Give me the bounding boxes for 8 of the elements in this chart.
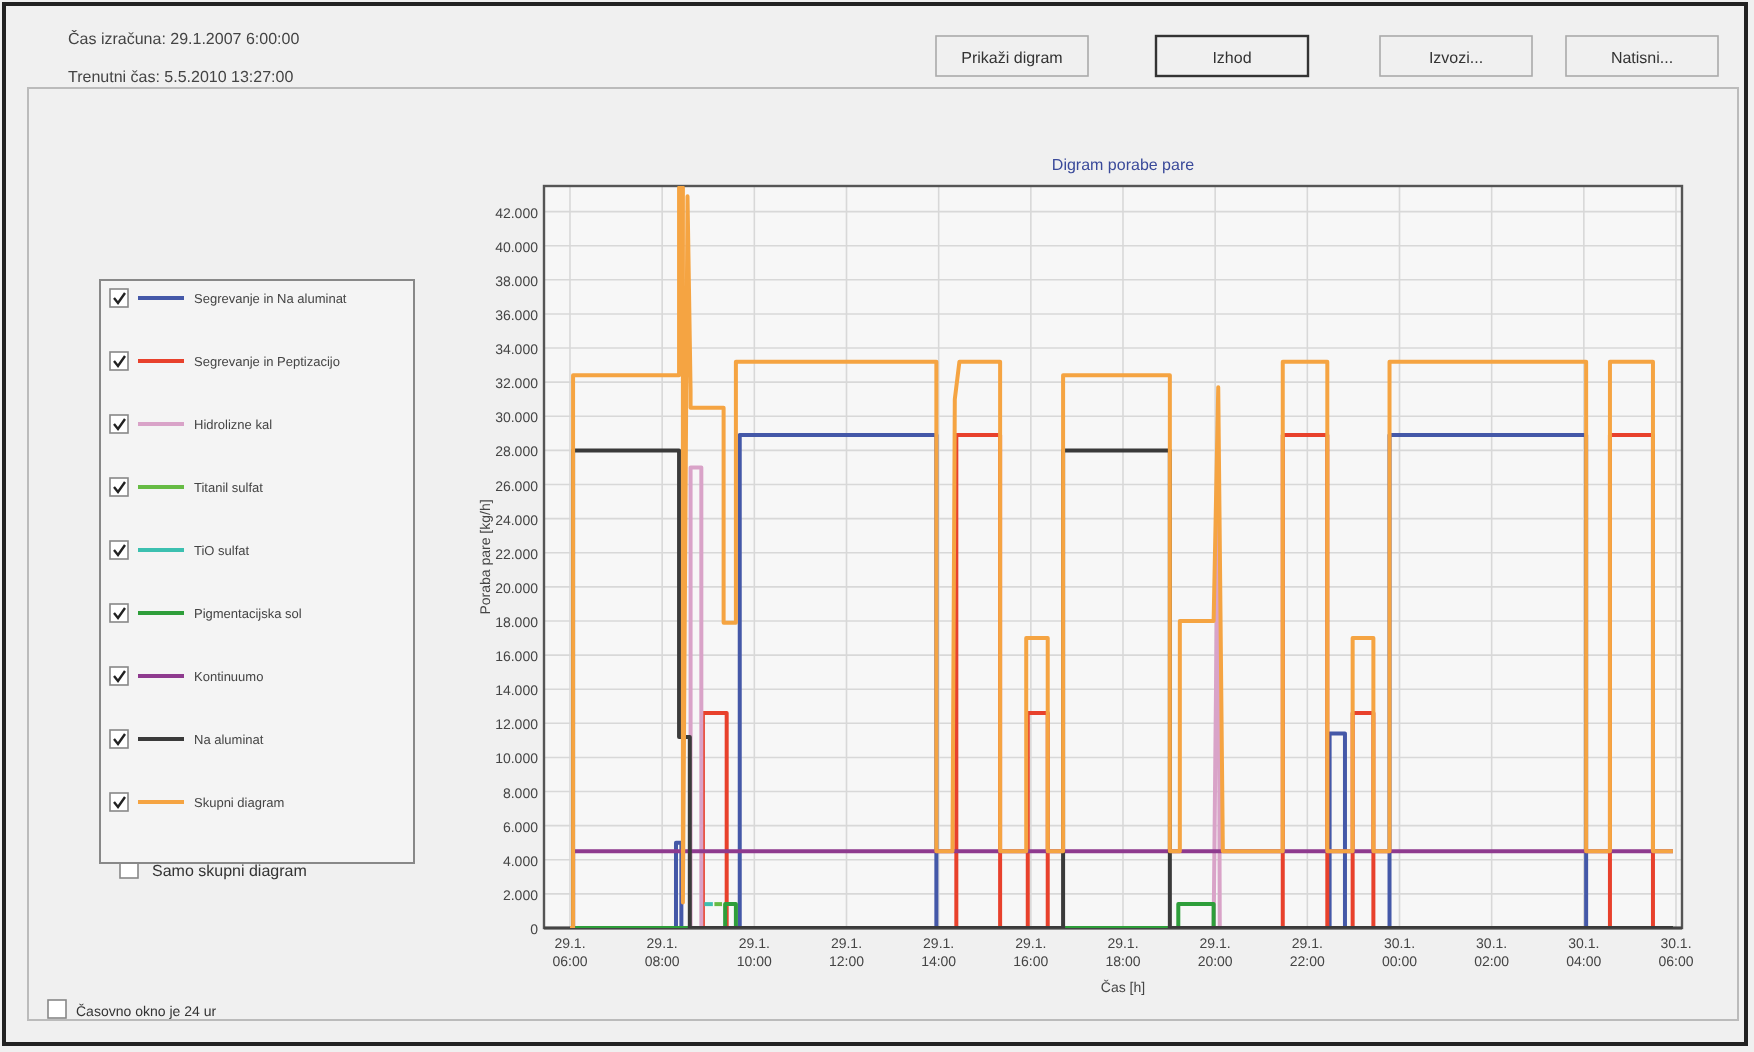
button: Izvozi...	[1379, 35, 1533, 77]
button: Natisni...	[1565, 35, 1719, 77]
button: Izhod	[1154, 34, 1310, 78]
button: Prikaži digram	[935, 35, 1089, 77]
text: Čas izračuna: 29.1.2007 6:00:00	[68, 30, 301, 48]
chart-title: Digram porabe pare	[1051, 156, 1196, 174]
text: Samo skupni diagram	[152, 862, 308, 880]
text: Trenutni čas: 5.5.2010 13:27:00	[68, 68, 295, 86]
